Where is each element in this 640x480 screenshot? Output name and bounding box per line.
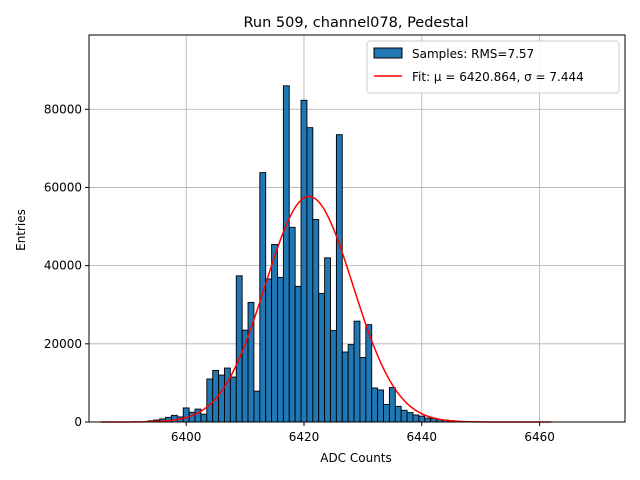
y-tick-label: 60000 — [44, 180, 82, 194]
x-axis-label: ADC Counts — [320, 451, 392, 465]
chart-title: Run 509, channel078, Pedestal — [243, 15, 468, 31]
histogram-bar — [353, 320, 361, 423]
histogram-bar — [277, 276, 284, 423]
histogram-bar — [265, 278, 273, 423]
histogram-bar — [206, 378, 214, 423]
x-tick-label: 6420 — [289, 430, 320, 444]
legend-label-samples: Samples: RMS=7.57 — [412, 47, 534, 61]
histogram-bar — [312, 219, 320, 423]
y-tick-label: 20000 — [44, 337, 82, 351]
histogram-bar — [330, 330, 337, 423]
histogram-bar — [235, 275, 243, 423]
histogram-bar — [318, 292, 326, 423]
histogram-bar — [418, 415, 426, 423]
histogram-bar — [324, 257, 331, 423]
histogram-bars — [147, 85, 455, 423]
histogram-bar — [383, 403, 390, 423]
histogram-bar — [200, 413, 208, 423]
y-tick-label: 0 — [74, 415, 82, 429]
histogram-bar — [424, 417, 432, 423]
legend-box — [366, 40, 620, 94]
y-tick-label: 80000 — [44, 102, 82, 116]
histogram-bar — [306, 127, 314, 423]
histogram-bar — [300, 99, 308, 423]
x-tick-label: 6460 — [524, 430, 555, 444]
histogram-bar — [229, 376, 237, 423]
histogram-bar — [288, 226, 296, 423]
y-tick-label: 40000 — [44, 259, 82, 273]
x-tick-label: 6440 — [407, 430, 438, 444]
histogram-bar — [400, 409, 408, 423]
histogram-bar — [182, 407, 190, 423]
legend-swatch-samples — [373, 47, 403, 59]
histogram-bar — [377, 389, 384, 423]
histogram-bar — [271, 244, 278, 423]
histogram-bar — [218, 374, 225, 423]
histogram-bar — [394, 405, 402, 423]
legend: Samples: RMS=7.57 Fit: μ = 6420.864, σ =… — [366, 40, 620, 94]
x-axis-ticks: 6400 6420 6440 6460 — [171, 422, 555, 444]
histogram-bar — [406, 412, 414, 423]
histogram-bar — [294, 285, 302, 423]
histogram-bar — [224, 367, 231, 423]
histogram-bar — [335, 134, 343, 423]
histogram-bar — [412, 414, 420, 423]
histogram-bar — [253, 390, 261, 423]
x-tick-label: 6400 — [171, 430, 202, 444]
y-axis-label: Entries — [14, 209, 28, 251]
histogram-bar — [347, 344, 355, 423]
histogram-bar — [371, 387, 379, 423]
histogram-bar — [282, 85, 290, 423]
histogram-bar — [359, 357, 367, 423]
plot-frame — [88, 34, 626, 423]
y-axis-ticks: 0 20000 40000 60000 80000 — [44, 102, 89, 429]
legend-label-fit: Fit: μ = 6420.864, σ = 7.444 — [412, 70, 584, 84]
histogram-bar — [341, 351, 349, 423]
histogram-bar — [388, 387, 396, 423]
